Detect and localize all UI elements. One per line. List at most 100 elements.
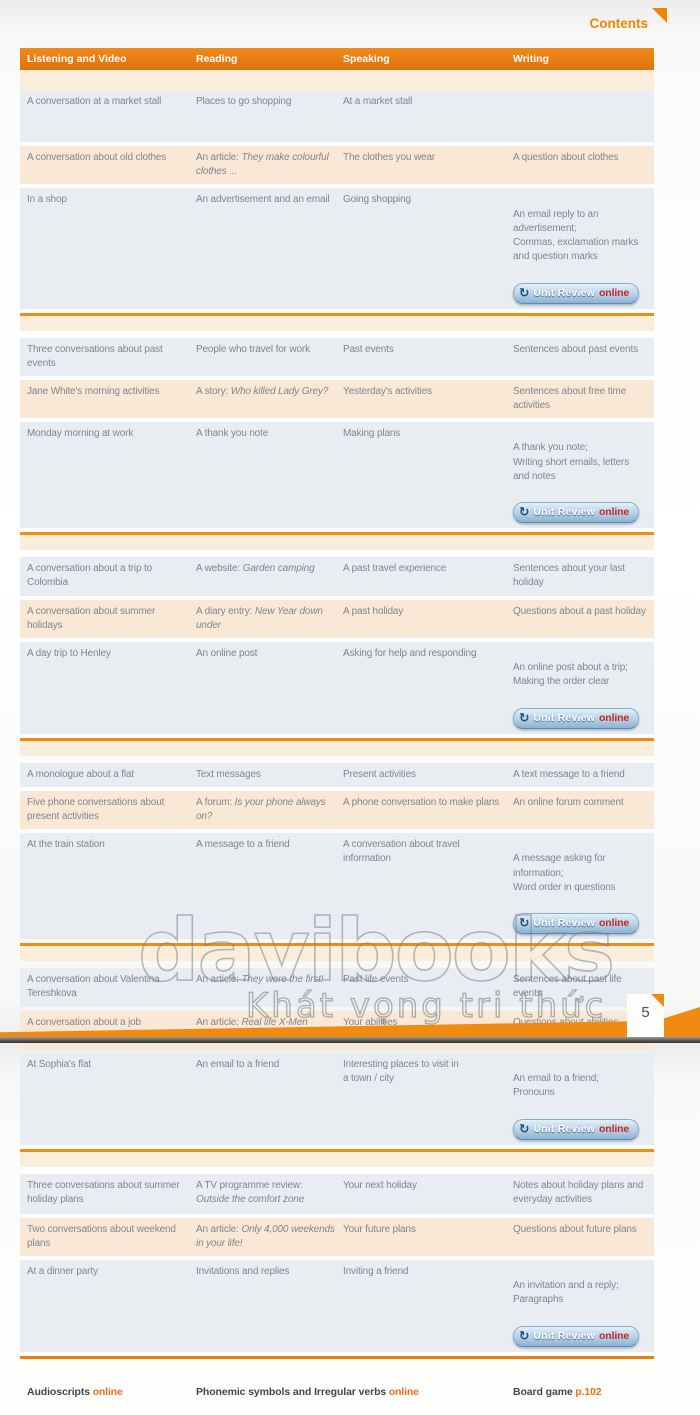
listening-cell: Three conversations about past events — [27, 343, 163, 369]
table-row: A conversation about a trip to Colombia … — [20, 557, 654, 596]
page-number: 5 — [641, 1004, 650, 1021]
listening-cell: At the train station — [27, 839, 105, 851]
listening-cell: A conversation about Valentina Tereshkov… — [27, 974, 160, 1000]
writing-cell: Sentences about past life events — [513, 974, 622, 1000]
speaking-cell: Asking for help and responding — [343, 647, 477, 659]
table-row: A conversation about old clothes An arti… — [20, 146, 654, 185]
reading-cell: An article: Real life X-Men — [196, 1016, 308, 1028]
refresh-icon: ↻ — [519, 915, 530, 931]
unit-review-online-badge[interactable]: ↻ Unit Review online — [513, 1325, 640, 1347]
table-row: Two conversations about weekend plans An… — [20, 1217, 654, 1257]
page-edge-shadow — [0, 1037, 700, 1043]
writing-cell: Sentences about past events — [513, 343, 638, 355]
unit-review-online-badge[interactable]: ↻ Unit Review online — [513, 707, 640, 729]
resources-row: Audioscripts online Phonemic symbols and… — [20, 1355, 654, 1415]
refresh-icon: ↻ — [519, 1328, 530, 1344]
column-header-speaking: Speaking — [343, 53, 390, 65]
reading-cell: Invitations and replies — [196, 1266, 290, 1278]
refresh-icon: ↻ — [519, 284, 530, 300]
reading-cell: An email to a friend — [196, 1058, 280, 1070]
section-separator — [20, 943, 654, 962]
reading-cell: A website: Garden camping — [196, 563, 315, 575]
unit-review-online-badge[interactable]: ↻ Unit Review online — [513, 282, 640, 304]
reading-cell: An advertisement and an email — [196, 194, 330, 206]
table-row: A day trip to Henley An online post Aski… — [20, 641, 654, 734]
page-ref-link[interactable]: p.102 — [575, 1386, 602, 1398]
table-row: A conversation at a market stall Places … — [20, 90, 654, 142]
reading-cell: A story: Who killed Lady Grey? — [196, 385, 329, 397]
table-row: A conversation about summer holidays A d… — [20, 599, 654, 638]
listening-cell: A day trip to Henley — [27, 647, 111, 659]
resource-board-game: Board game p.102 — [513, 1386, 602, 1398]
refresh-icon: ↻ — [519, 709, 530, 725]
table-row: Monday morning at work A thank you note … — [20, 422, 654, 529]
speaking-cell: Present activities — [343, 768, 416, 780]
table-row: At a dinner party Invitations and replie… — [20, 1260, 654, 1352]
column-header-reading: Reading — [196, 53, 238, 65]
reading-cell: An article: Only 4,000 weekends in your … — [196, 1223, 335, 1249]
speaking-cell: Yesterday's activities — [343, 385, 432, 397]
reading-cell: An article: They were the first! — [196, 974, 324, 986]
speaking-cell: A phone conversation to make plans — [343, 796, 500, 808]
reading-cell: An online post — [196, 647, 258, 659]
speaking-cell: Your future plans — [343, 1223, 416, 1235]
online-link[interactable]: online — [388, 1386, 419, 1398]
reading-cell: A thank you note — [196, 428, 269, 440]
speaking-cell: The clothes you wear — [343, 152, 436, 163]
writing-cell: A question about clothes — [513, 152, 619, 163]
table-row: In a shop An advertisement and an email … — [20, 188, 654, 309]
listening-cell: Five phone conversations about present a… — [27, 796, 165, 823]
writing-cell: Sentences about free time activities — [513, 385, 626, 412]
table-row: Five phone conversations about present a… — [20, 790, 654, 830]
writing-cell: Questions about a past holiday — [513, 605, 646, 617]
unit-band — [20, 70, 654, 90]
table-row: At the train station A message to a frie… — [20, 833, 654, 940]
reading-cell: A message to a friend — [196, 839, 290, 851]
reading-cell: A forum: Is your phone always on? — [196, 796, 326, 823]
resource-audioscripts: Audioscripts online — [27, 1386, 123, 1398]
reading-cell: Text messages — [196, 768, 261, 780]
column-header-writing: Writing — [513, 53, 549, 65]
writing-cell: Sentences about your last holiday — [513, 563, 625, 589]
refresh-icon: ↻ — [519, 504, 530, 520]
writing-cell: A text message to a friend — [513, 768, 625, 780]
listening-cell: A conversation about old clothes — [27, 152, 167, 163]
listening-cell: A monologue about a flat — [27, 768, 135, 780]
writing-cell: A thank you note; Writing short emails, … — [513, 422, 654, 528]
table-row: At Sophia's flat An email to a friend In… — [20, 1052, 654, 1145]
speaking-cell: Past life events — [343, 974, 409, 986]
listening-cell: Monday morning at work — [27, 428, 134, 440]
listening-cell: Two conversations about weekend plans — [27, 1223, 176, 1249]
writing-cell: An invitation and a reply; Paragraphs ↻ U… — [513, 1260, 654, 1352]
listening-cell: Three conversations about summer holiday… — [27, 1179, 180, 1205]
section-separator — [20, 737, 654, 756]
unit-review-online-badge[interactable]: ↻ Unit Review online — [513, 1118, 640, 1140]
corner-triangle-icon — [652, 8, 667, 23]
table-row: Three conversations about summer holiday… — [20, 1173, 654, 1214]
writing-cell: An email reply to an advertisement; Comm… — [513, 188, 654, 308]
refresh-icon: ↻ — [519, 1120, 530, 1136]
table-row: Jane White's morning activities A story:… — [20, 379, 654, 419]
speaking-cell: Past events — [343, 343, 394, 355]
section-separator — [20, 312, 654, 331]
speaking-cell: Your next holiday — [343, 1179, 417, 1191]
speaking-cell: Going shopping — [343, 194, 411, 206]
writing-cell — [513, 90, 654, 142]
listening-cell: In a shop — [27, 194, 67, 206]
listening-cell: A conversation about a trip to Colombia — [27, 563, 153, 589]
writing-cell: A message asking for information; Word o… — [513, 833, 654, 939]
speaking-cell: Your abilities — [343, 1016, 398, 1028]
contents-table: Listening and Video Reading Speaking Wri… — [20, 48, 654, 1415]
contents-title: Contents — [589, 8, 667, 31]
page-number-tab: 5 — [627, 994, 664, 1037]
listening-cell: A conversation at a market stall — [27, 96, 162, 107]
online-link[interactable]: online — [92, 1386, 123, 1398]
unit-review-online-badge[interactable]: ↻ Unit Review online — [513, 913, 640, 935]
reading-cell: A diary entry: New Year down under — [196, 605, 323, 631]
unit-review-online-badge[interactable]: ↻ Unit Review online — [513, 502, 640, 524]
speaking-cell: A conversation about travel information — [343, 839, 460, 865]
listening-cell: At a dinner party — [27, 1266, 98, 1278]
contents-label: Contents — [589, 16, 649, 31]
reading-cell: An article: They make colourful clothes … — [196, 152, 329, 178]
speaking-cell: Inviting a friend — [343, 1266, 409, 1278]
